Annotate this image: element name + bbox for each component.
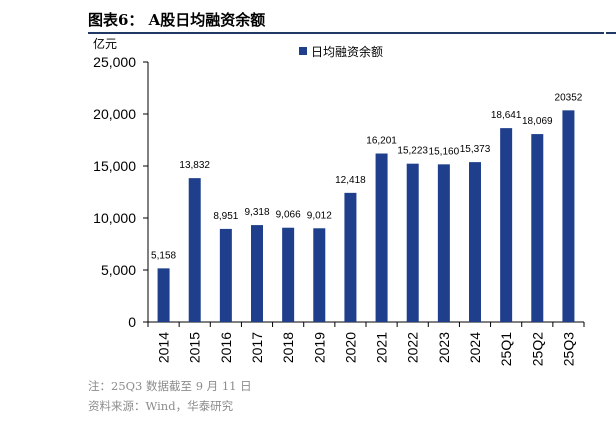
data-label-25Q2: 18,069 bbox=[522, 116, 553, 127]
x-tick-label-25Q1: 25Q1 bbox=[498, 332, 514, 366]
y-tick-label: 10,000 bbox=[93, 210, 136, 226]
bar-2024 bbox=[469, 162, 481, 322]
bar-2015 bbox=[188, 178, 201, 322]
figure-title: 图表6： A股日均融资余额 bbox=[88, 11, 266, 29]
x-tick-label-2022: 2022 bbox=[405, 332, 421, 363]
chart-note: 注：25Q3 数据截至 9 月 11 日 bbox=[88, 379, 252, 393]
data-label-2018: 9,066 bbox=[276, 210, 301, 221]
data-label-2015: 13,832 bbox=[179, 160, 210, 171]
bar-25Q2 bbox=[531, 134, 544, 322]
data-label-2022: 15,223 bbox=[397, 146, 428, 157]
bar-25Q3 bbox=[562, 110, 575, 322]
bar-2016 bbox=[219, 228, 232, 322]
bar-2018 bbox=[282, 227, 295, 322]
data-label-2020: 12,418 bbox=[335, 175, 366, 186]
data-label-2024: 15,373 bbox=[460, 144, 491, 155]
bar-2017 bbox=[251, 225, 263, 322]
bar-2020 bbox=[344, 192, 357, 322]
figure-header: 图表6： A股日均融资余额 bbox=[88, 4, 604, 34]
data-label-2017: 9,318 bbox=[244, 207, 269, 218]
data-label-25Q1: 18,641 bbox=[491, 110, 522, 121]
bar-2014 bbox=[157, 268, 170, 322]
x-tick-label-25Q3: 25Q3 bbox=[560, 332, 576, 366]
data-label-2019: 9,012 bbox=[307, 210, 332, 221]
y-tick-label: 20,000 bbox=[93, 106, 136, 122]
bar-25Q1 bbox=[500, 128, 513, 322]
x-tick-label-2014: 2014 bbox=[156, 332, 172, 363]
x-tick-label-25Q2: 25Q2 bbox=[529, 332, 545, 366]
y-tick-label: 5,000 bbox=[101, 262, 136, 278]
y-tick-label: 25,000 bbox=[93, 54, 136, 70]
bar-2022 bbox=[406, 163, 419, 322]
bar-2021 bbox=[375, 153, 388, 322]
data-label-2021: 16,201 bbox=[366, 136, 397, 147]
bar-2019 bbox=[313, 228, 326, 322]
data-label-25Q3: 20352 bbox=[555, 92, 583, 103]
x-tick-label-2018: 2018 bbox=[280, 332, 296, 363]
x-tick-label-2017: 2017 bbox=[249, 332, 265, 363]
x-tick-label-2019: 2019 bbox=[311, 332, 327, 363]
data-label-2023: 15,160 bbox=[429, 146, 460, 157]
x-tick-label-2015: 2015 bbox=[187, 332, 203, 363]
bar-2023 bbox=[437, 164, 450, 322]
data-label-2014: 5,158 bbox=[151, 250, 176, 261]
chart-source: 资料来源：Wind，华泰研究 bbox=[88, 399, 234, 413]
x-tick-label-2020: 2020 bbox=[342, 332, 358, 363]
y-tick-label: 15,000 bbox=[93, 158, 136, 174]
legend-label: 日均融资余额 bbox=[311, 44, 383, 59]
x-tick-label-2024: 2024 bbox=[467, 332, 483, 363]
x-tick-label-2016: 2016 bbox=[218, 332, 234, 363]
legend-swatch bbox=[299, 47, 307, 55]
y-unit-label: 亿元 bbox=[93, 36, 117, 51]
adjacent-header-rule bbox=[606, 32, 616, 34]
adjacent-figure-edge bbox=[606, 4, 616, 423]
data-label-2016: 8,951 bbox=[213, 211, 238, 222]
y-tick-label: 0 bbox=[128, 314, 136, 330]
x-tick-label-2021: 2021 bbox=[374, 332, 390, 363]
x-tick-label-2023: 2023 bbox=[436, 332, 452, 363]
